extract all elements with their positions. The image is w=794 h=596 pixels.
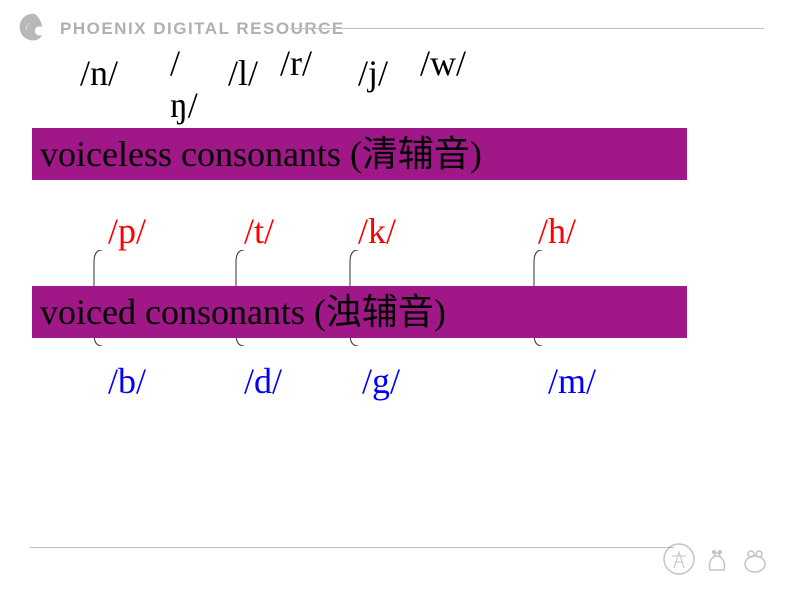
phoneme-g: /g/ bbox=[362, 360, 400, 402]
footer-icon-3 bbox=[738, 542, 772, 576]
phoneme-k: /k/ bbox=[358, 210, 396, 252]
phoneme-j: /j/ bbox=[358, 52, 388, 94]
phoneme-h: /h/ bbox=[538, 210, 576, 252]
phoneme-d: /d/ bbox=[244, 360, 282, 402]
phoneme-w: /w/ bbox=[420, 42, 466, 84]
phoenix-logo-icon bbox=[14, 10, 52, 48]
footer-icon-1 bbox=[662, 542, 696, 576]
phoneme-b: /b/ bbox=[108, 360, 146, 402]
phoneme-r: /r/ bbox=[280, 42, 312, 84]
footer-icons bbox=[662, 542, 772, 576]
voiceless-banner: voiceless consonants (清辅音) bbox=[32, 128, 687, 180]
phoneme-m: /m/ bbox=[548, 360, 596, 402]
phoneme-t: /t/ bbox=[244, 210, 274, 252]
header-divider bbox=[290, 28, 764, 29]
voiced-banner: voiced consonants (浊辅音) bbox=[32, 286, 687, 338]
header-brand-text: PHOENIX DIGITAL RESOURCE bbox=[60, 19, 345, 39]
phoneme-n: /n/ bbox=[80, 52, 118, 94]
footer-divider bbox=[30, 547, 674, 548]
phoneme-l: /l/ bbox=[228, 52, 258, 94]
phoneme-p: /p/ bbox=[108, 210, 146, 252]
phoneme-ng: /ŋ/ bbox=[170, 42, 198, 126]
footer-icon-2 bbox=[700, 542, 734, 576]
